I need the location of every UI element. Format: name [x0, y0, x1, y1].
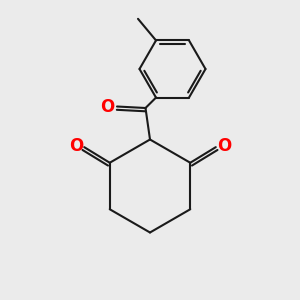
Text: O: O	[69, 137, 83, 155]
Text: O: O	[100, 98, 115, 116]
Text: O: O	[217, 137, 231, 155]
